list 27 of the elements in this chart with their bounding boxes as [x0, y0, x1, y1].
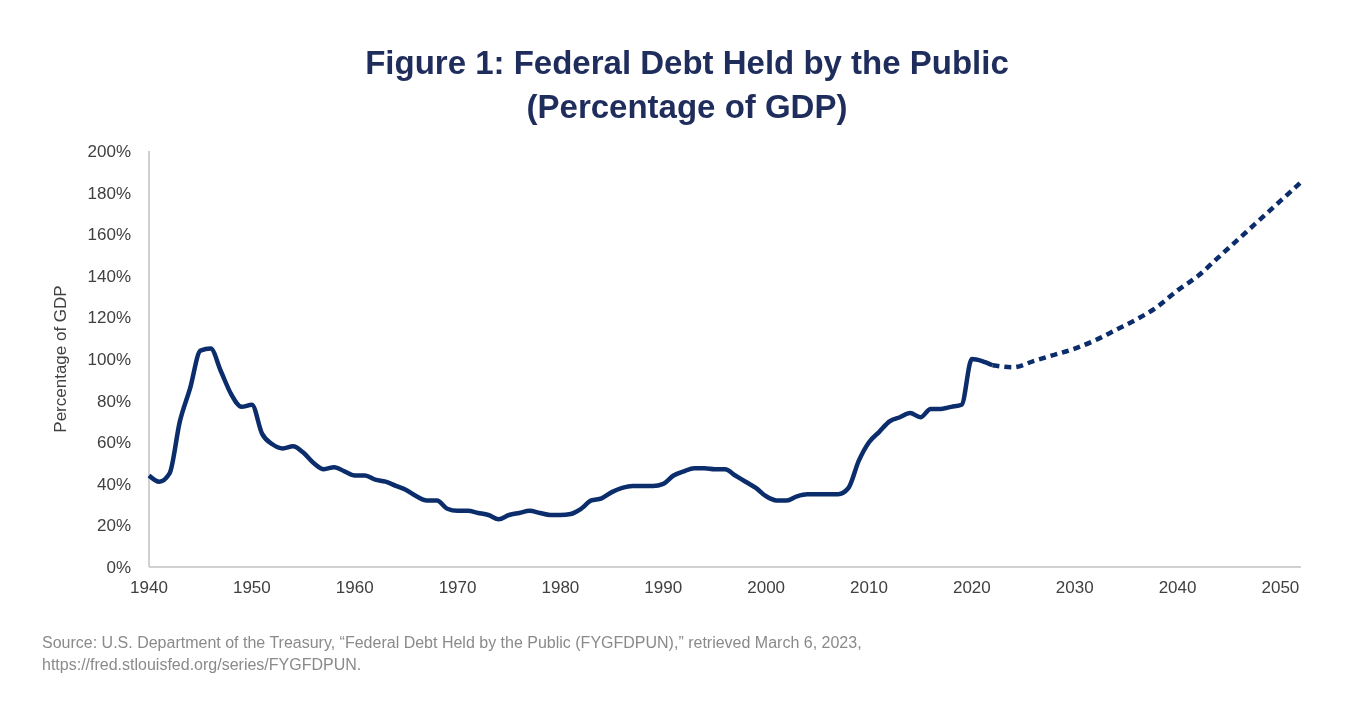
y-tick-label: 60% [96, 433, 131, 453]
y-tick-label: 20% [96, 516, 131, 536]
x-tick-label: 2000 [747, 578, 786, 597]
x-tick-label: 1990 [644, 578, 683, 597]
y-tick-label: 40% [96, 474, 131, 494]
x-tick-label: 1950 [232, 578, 271, 597]
y-axis-title: Percentage of GDP [51, 285, 70, 433]
y-tick-label: 160% [87, 225, 131, 245]
y-tick-label: 180% [87, 183, 131, 203]
x-tick-label: 1980 [541, 578, 580, 597]
x-tick-label: 1960 [335, 578, 374, 597]
chart-title: Figure 1: Federal Debt Held by the Public [365, 44, 1009, 81]
source-note: Source: U.S. Department of the Treasury, “Federal Debt Held by the Public (FYGFDPUN),” retrieved March 6, 2023, https://fred.stlouisfed.org/series/FYGFDPUN. [42, 634, 862, 673]
y-tick-label: 100% [87, 349, 131, 369]
x-tick-label: 1970 [438, 578, 477, 597]
x-tick-label: 1940 [130, 578, 168, 597]
y-tick-label: 0% [106, 557, 131, 577]
x-tick-label: 2030 [1055, 578, 1094, 597]
y-tick-label: 120% [87, 308, 131, 328]
y-tick-label: 80% [96, 391, 131, 411]
x-tick-label: 2050 [1261, 578, 1300, 597]
x-tick-label: 2040 [1158, 578, 1197, 597]
x-tick-label: 2020 [952, 578, 991, 597]
chart-subtitle: (Percentage of GDP) [526, 88, 848, 125]
y-tick-label: 200% [87, 141, 131, 161]
y-tick-label: 140% [87, 266, 131, 286]
x-tick-label: 2010 [850, 578, 888, 597]
